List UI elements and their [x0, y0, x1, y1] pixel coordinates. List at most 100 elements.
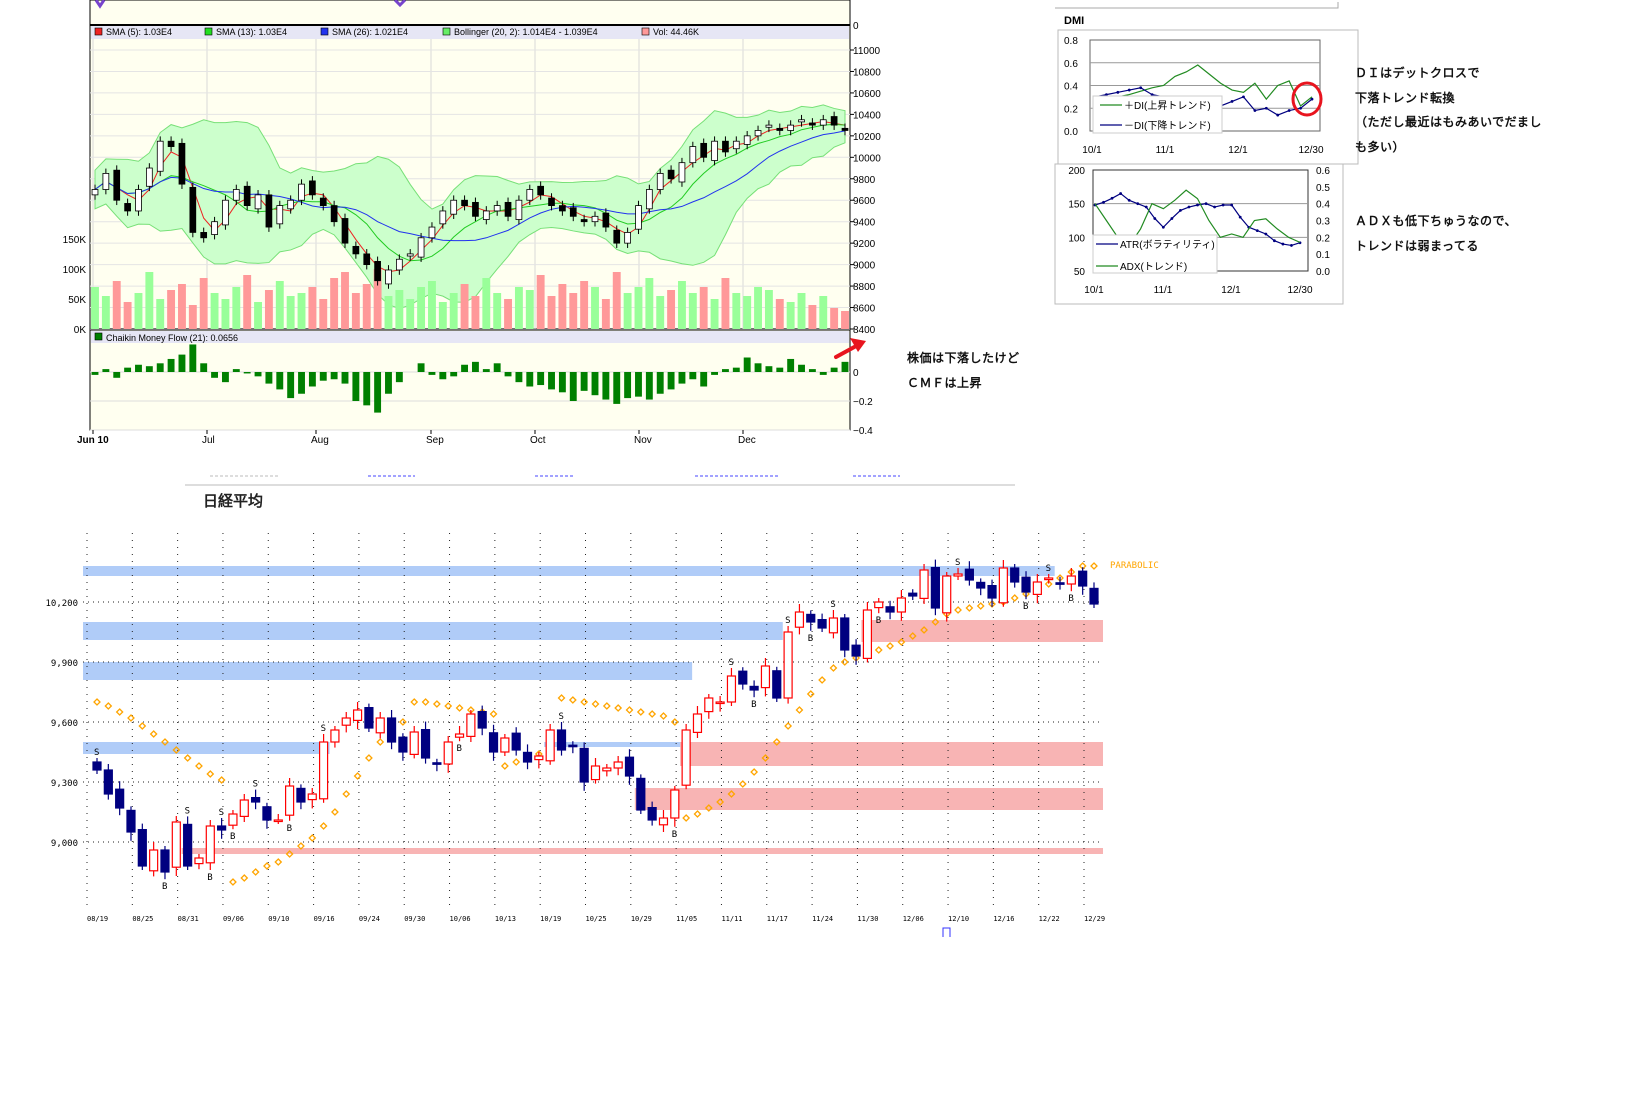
sell-signal: S	[321, 724, 326, 734]
price-candle	[428, 226, 436, 239]
volume-bar	[178, 284, 186, 329]
cmf-bar	[808, 369, 816, 372]
adx-y-tick-label: 0.3	[1316, 217, 1330, 228]
atr-point	[1161, 225, 1165, 229]
up-candle	[874, 601, 884, 609]
date-tick-label: 10/25	[586, 915, 607, 923]
month-label: Nov	[634, 435, 652, 446]
volume-bar	[438, 302, 447, 329]
cmf-bar	[341, 372, 349, 384]
minus-di-point	[1264, 106, 1268, 110]
date-tick-label: 09/10	[268, 915, 289, 923]
date-tick-label: 11/30	[857, 915, 878, 923]
dmi-note-line-4: も多い）	[1355, 140, 1406, 154]
buy-signal: B	[457, 744, 462, 754]
up-candle	[194, 857, 204, 865]
down-candle	[488, 732, 499, 753]
volume-bar	[384, 296, 393, 329]
down-candle	[364, 706, 374, 729]
down-candle	[579, 747, 589, 783]
parabolic-dot	[954, 606, 962, 614]
sell-signal: S	[185, 806, 190, 816]
parabolic-dot	[761, 754, 770, 762]
price-candle	[732, 140, 740, 150]
cmf-bar	[624, 372, 632, 399]
cmf-bar	[439, 372, 447, 380]
down-candle	[262, 806, 272, 821]
up-candle	[1066, 575, 1076, 585]
parabolic-dot	[1090, 562, 1098, 570]
cmf-bar	[363, 372, 371, 406]
volume-bar	[688, 293, 697, 329]
price-candle	[493, 205, 501, 212]
parabolic-dot	[716, 798, 725, 806]
down-candle	[1021, 576, 1031, 593]
parabolic-dot	[263, 862, 271, 870]
parabolic-dot	[625, 706, 634, 714]
cmf-note-line-2: ＣＭＦは上昇	[907, 376, 983, 390]
volume-bar	[395, 290, 404, 329]
volume-bar	[471, 296, 480, 329]
down-candle	[160, 849, 170, 873]
price-candle	[319, 197, 327, 206]
price-tick-label: 10600	[853, 89, 881, 100]
red-arrow-icon	[834, 343, 860, 359]
parabolic-dot	[376, 738, 385, 746]
volume-bar	[482, 278, 491, 329]
atr-point	[1144, 205, 1148, 209]
parabolic-dot	[920, 626, 928, 634]
atr-point	[1272, 239, 1276, 243]
parabolic-dot	[285, 850, 294, 858]
sell-signal: S	[253, 780, 258, 790]
parabolic-dot	[840, 658, 849, 666]
buy-signal: B	[1023, 602, 1028, 612]
cmf-bar	[243, 372, 251, 374]
volume-bar	[841, 311, 849, 329]
legend-label: SMA (26): 1.021E4	[332, 27, 408, 37]
atr-point	[1238, 215, 1242, 219]
volume-bar	[830, 308, 839, 329]
atr-y-tick-label: 50	[1074, 267, 1086, 278]
price-tick-label: 10000	[853, 153, 881, 164]
nikkei-price-label: 10,200	[45, 599, 78, 609]
volume-bar	[112, 281, 121, 329]
legend-label: SMA (13): 1.03E4	[216, 27, 287, 37]
parabolic-dot	[1044, 580, 1053, 588]
parabolic-dot	[670, 718, 679, 726]
price-tick-label: 9600	[853, 196, 876, 207]
cmf-bar	[135, 364, 142, 372]
cmf-bar	[548, 372, 555, 390]
buy-signal: B	[230, 832, 235, 842]
down-candle	[1010, 567, 1020, 583]
down-candle	[851, 644, 861, 657]
cmf-bar	[189, 344, 197, 372]
cmf-bar	[254, 372, 262, 377]
price-candle	[200, 232, 208, 239]
parabolic-dot	[398, 718, 407, 726]
date-tick-label: 08/25	[132, 915, 153, 923]
date-tick-label: 11/05	[676, 915, 697, 923]
volume-bar	[286, 296, 295, 329]
parabolic-dot	[648, 710, 657, 718]
dmi-legend-label: －DI(下降トレンド)	[1124, 119, 1211, 132]
up-candle	[613, 761, 623, 769]
cmf-tick-label: 0	[853, 368, 859, 379]
cmf-legend-label: Chaikin Money Flow (21): 0.0656	[106, 333, 238, 343]
cmf-bar	[167, 358, 175, 372]
volume-bar	[319, 299, 328, 329]
cmf-bar	[352, 372, 360, 401]
buy-signal: B	[808, 634, 813, 644]
volume-bar	[199, 278, 208, 329]
price-candle	[276, 205, 284, 225]
price-candle	[189, 186, 197, 233]
volume-bar	[699, 287, 708, 329]
dmi-y-tick-label: 0.6	[1064, 59, 1078, 70]
cmf-bar	[819, 372, 827, 375]
sell-signal: S	[559, 712, 564, 722]
price-candle	[624, 232, 631, 244]
volume-bar	[406, 299, 415, 329]
cmf-bar	[221, 372, 229, 383]
price-candle	[819, 119, 827, 126]
parabolic-dot	[149, 730, 158, 738]
down-candle	[398, 736, 408, 753]
